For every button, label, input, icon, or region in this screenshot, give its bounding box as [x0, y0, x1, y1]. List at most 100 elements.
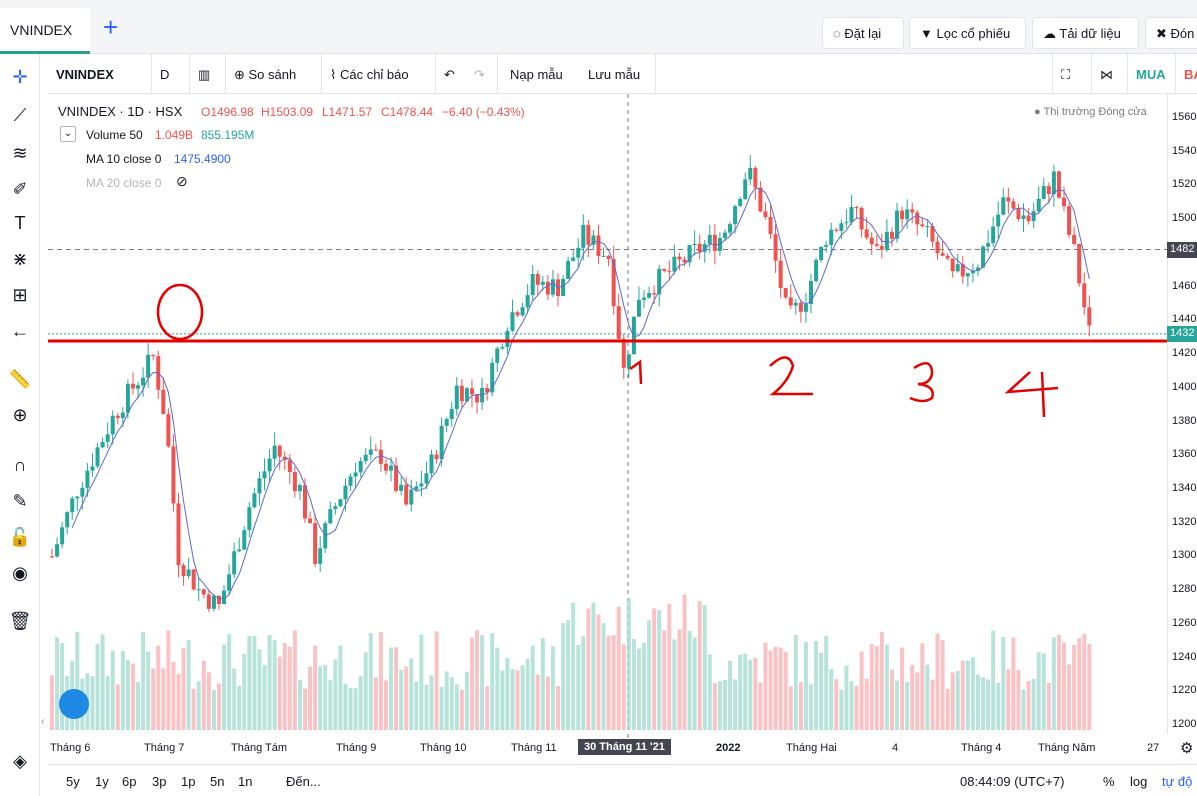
volume-bar	[292, 630, 297, 730]
volume-bar	[692, 637, 697, 730]
lock-drawing-icon[interactable]: ✎	[12, 491, 28, 511]
volume-bar	[434, 631, 439, 730]
volume-bar	[581, 636, 586, 730]
range-button-5n[interactable]: 5n	[210, 774, 225, 789]
range-button-3p[interactable]: 3p	[152, 774, 167, 789]
range-button-6p[interactable]: 6p	[122, 774, 137, 789]
candle-body	[247, 507, 252, 531]
range-button-1p[interactable]: 1p	[181, 774, 196, 789]
redo-icon[interactable]: ↷	[466, 54, 498, 94]
percent-toggle[interactable]: %	[1103, 774, 1115, 789]
tab-vnindex[interactable]: VNINDEX	[0, 8, 90, 54]
download-button[interactable]: ☁ Tải dữ liệu	[1032, 17, 1139, 49]
volume-bar	[525, 659, 530, 730]
zoom-in-icon[interactable]: ⊕	[12, 405, 28, 425]
ruler-icon[interactable]: 📏	[8, 369, 32, 389]
refresh-icon: ◌	[833, 26, 845, 41]
market-status: ● Thị trường Đóng cửa	[1034, 106, 1147, 118]
fib-icon[interactable]: ≋	[12, 143, 28, 163]
indicator-icon: ⌇	[330, 67, 340, 82]
goto-date-button[interactable]: Đến...	[286, 774, 321, 789]
candle-body	[394, 465, 399, 491]
plus-icon[interactable]: +	[103, 12, 119, 42]
volume-bar	[753, 658, 758, 730]
eye-off-icon[interactable]: ⊘	[176, 173, 188, 189]
volume-bar	[394, 647, 399, 730]
compare-button[interactable]: ⊕ So sánh	[226, 54, 322, 94]
candle-body	[965, 273, 970, 277]
volume-bar	[378, 632, 383, 730]
magnet-icon[interactable]: ∩	[13, 455, 27, 475]
measure-tool-icon[interactable]: ⊞	[12, 285, 28, 305]
log-toggle[interactable]: log	[1130, 774, 1148, 789]
candle-body	[601, 255, 606, 257]
volume-bar	[996, 682, 1001, 730]
volume-bar	[439, 686, 444, 730]
price-axis[interactable]	[1167, 94, 1197, 734]
candle-body	[232, 551, 237, 575]
time-tick: Tháng 10	[420, 742, 467, 754]
price-tick: 1200	[1172, 718, 1197, 730]
volume-bar	[1067, 664, 1072, 730]
volume-bar	[763, 642, 768, 730]
volume-bar	[1087, 643, 1092, 730]
buy-button[interactable]: MUA	[1128, 54, 1176, 94]
candle-body	[920, 224, 925, 227]
range-button-1n[interactable]: 1n	[238, 774, 253, 789]
chevron-down-icon[interactable]: ⌄	[60, 126, 76, 142]
candle-body	[621, 338, 626, 368]
brush-icon[interactable]: ✐	[12, 179, 28, 199]
close-button[interactable]: ✖ Đón	[1145, 17, 1197, 49]
price-chart[interactable]	[48, 94, 1167, 740]
volume-bar	[1082, 633, 1087, 730]
filter-button[interactable]: ▼ Lọc cổ phiếu	[909, 17, 1026, 49]
volume-bar	[257, 649, 262, 730]
range-button-5y[interactable]: 5y	[66, 774, 80, 789]
pattern-icon[interactable]: ⋇	[12, 249, 28, 269]
undo-icon[interactable]: ↶	[444, 67, 455, 82]
price-tick: 1440	[1172, 313, 1197, 326]
sell-button[interactable]: BÁ	[1184, 67, 1197, 82]
trash-icon[interactable]: 🗑	[8, 611, 32, 631]
candle-body	[712, 234, 717, 251]
text-icon[interactable]: T	[14, 213, 26, 233]
candle-body	[970, 270, 975, 274]
volume-bar	[201, 660, 206, 730]
auto-toggle[interactable]: tự độ	[1162, 774, 1193, 789]
volume-bar	[469, 637, 474, 730]
volume-bar	[247, 635, 252, 730]
volume-bar	[576, 644, 581, 730]
candle-body	[1026, 215, 1031, 222]
layers-icon[interactable]: ◈	[13, 751, 27, 771]
candle-body	[485, 387, 490, 393]
collapse-icon[interactable]: ‹	[41, 716, 45, 727]
volume-bar	[601, 623, 606, 730]
save-template-button[interactable]: Lưu mẫu	[580, 54, 656, 94]
back-arrow-icon[interactable]: ←	[11, 321, 29, 341]
indicators-button[interactable]: ⌇ Các chỉ báo	[322, 54, 436, 94]
symbol-button[interactable]: VNINDEX	[48, 54, 152, 94]
range-button-1y[interactable]: 1y	[95, 774, 109, 789]
volume-bar	[136, 682, 141, 730]
volume-bar	[1026, 681, 1031, 730]
volume-bar	[186, 640, 191, 730]
share-icon[interactable]: ⋈	[1092, 54, 1128, 94]
eye-icon[interactable]: ◉	[12, 563, 28, 583]
candle-body	[439, 425, 444, 460]
reset-button[interactable]: ◌ Đặt lại	[822, 17, 904, 49]
unlock-icon[interactable]: 🔓	[8, 527, 32, 547]
candle-body	[373, 449, 378, 451]
volume-bar	[864, 678, 869, 730]
fullscreen-icon[interactable]: ⛶	[1052, 54, 1092, 94]
candle-body	[697, 243, 702, 252]
interval-button[interactable]: D	[152, 54, 190, 94]
settings-icon[interactable]: ⚙	[1180, 740, 1194, 757]
volume-bar	[333, 659, 338, 730]
load-template-button[interactable]: Nạp mẫu	[510, 67, 563, 82]
volume-bar	[146, 651, 151, 730]
candle-body	[181, 565, 186, 577]
crosshair-icon[interactable]: ✛	[12, 67, 28, 87]
volume-bar	[717, 681, 722, 730]
candles-icon[interactable]: ▥	[190, 54, 226, 94]
trend-line-icon[interactable]: ⟋	[13, 105, 27, 125]
